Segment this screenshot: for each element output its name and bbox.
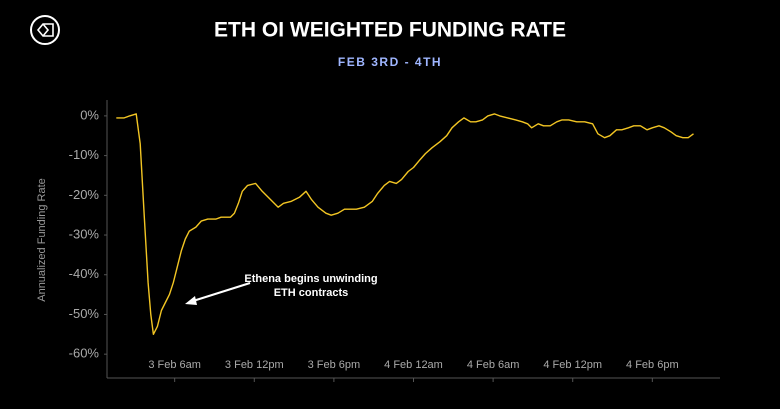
annotation-arrow <box>185 282 251 305</box>
y-tick-label: -50% <box>69 306 100 321</box>
x-tick-label: 3 Feb 6am <box>148 359 201 371</box>
x-tick-label: 4 Feb 12pm <box>543 359 602 371</box>
x-tick-label: 4 Feb 6am <box>467 359 520 371</box>
chart-title: ETH OI WEIGHTED FUNDING RATE <box>214 19 566 42</box>
y-tick-label: -10% <box>69 147 100 162</box>
y-tick-label: 0% <box>80 107 99 122</box>
y-tick-label: -20% <box>69 187 100 202</box>
chart-subtitle: FEB 3RD - 4TH <box>338 55 442 69</box>
x-tick-label: 3 Feb 12pm <box>225 359 284 371</box>
y-tick-label: -40% <box>69 266 100 281</box>
x-tick-label: 3 Feb 6pm <box>308 359 361 371</box>
annotation: ETH contracts <box>274 287 349 299</box>
y-axis-label: Annualized Funding Rate <box>36 178 48 302</box>
logo <box>30 15 60 45</box>
x-tick-label: 4 Feb 12am <box>384 359 443 371</box>
annotation: Ethena begins unwinding <box>244 273 377 285</box>
y-tick-label: -60% <box>69 346 100 361</box>
line <box>116 113 694 335</box>
x-tick-label: 4 Feb 6pm <box>626 359 679 371</box>
y-tick-label: -30% <box>69 226 100 241</box>
